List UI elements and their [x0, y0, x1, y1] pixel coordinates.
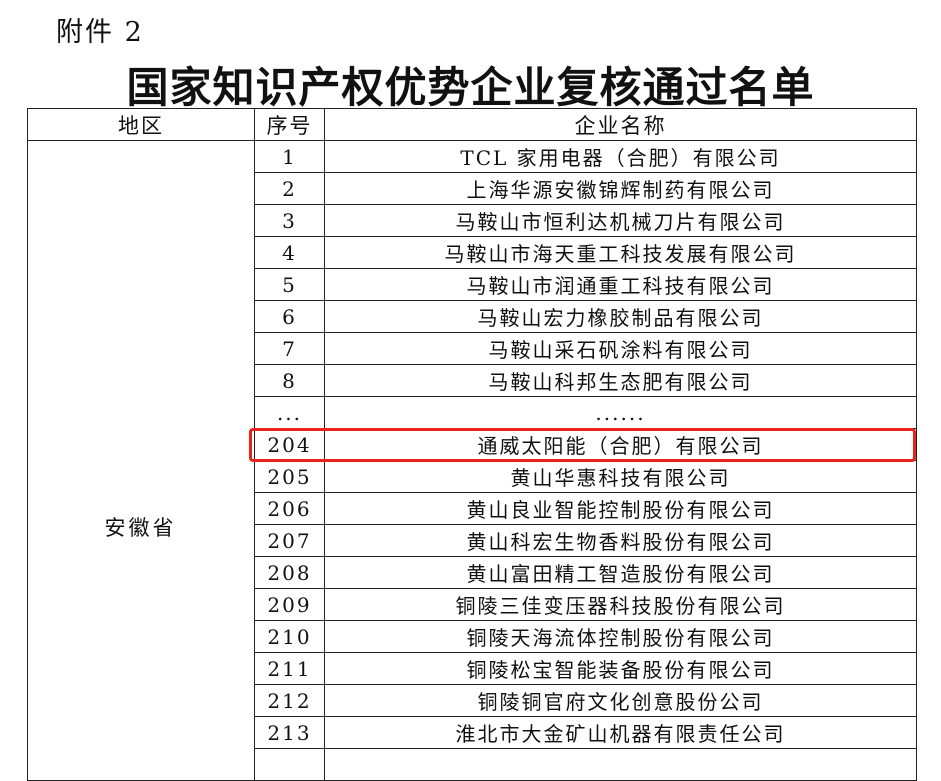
row-number: 2	[254, 172, 325, 205]
company-name: 淮北市大金矿山机器有限责任公司	[324, 716, 917, 749]
header-region: 地区	[27, 108, 255, 141]
row-number: 205	[254, 460, 325, 493]
row-number: 5	[254, 268, 325, 301]
table-row: 7 马鞍山采石矾涂料有限公司	[28, 332, 917, 365]
table-row: 206 黄山良业智能控制股份有限公司	[28, 492, 917, 525]
company-name	[324, 748, 917, 781]
company-name: 黄山华惠科技有限公司	[324, 460, 917, 493]
table-row: 210 铜陵天海流体控制股份有限公司	[28, 620, 917, 653]
row-number: 208	[254, 556, 325, 589]
highlight-box	[249, 428, 916, 462]
row-number: 4	[254, 236, 325, 269]
company-name: 黄山富田精工智造股份有限公司	[324, 556, 917, 589]
row-number: ...	[254, 396, 325, 429]
region-column	[27, 140, 255, 781]
company-name: 马鞍山市海天重工科技发展有限公司	[324, 236, 917, 269]
company-name: 铜陵松宝智能装备股份有限公司	[324, 652, 917, 685]
region-cell: 安徽省	[104, 516, 177, 540]
row-number: 3	[254, 204, 325, 237]
row-number: 207	[254, 524, 325, 557]
row-number: 1	[254, 140, 325, 173]
company-name: 黄山科宏生物香料股份有限公司	[324, 524, 917, 557]
header-company-name: 企业名称	[324, 108, 917, 141]
row-number: 8	[254, 364, 325, 397]
row-number: 7	[254, 332, 325, 365]
document-title: 国家知识产权优势企业复核通过名单	[126, 63, 815, 112]
company-name: ......	[324, 396, 917, 429]
row-number: 206	[254, 492, 325, 525]
table-row: .........	[28, 396, 917, 429]
company-table: 地区 序号 企业名称 1 TCL 家用电器（合肥）有限公司 2 上海华源安徽锦辉制药有…	[27, 108, 917, 781]
row-number: 211	[254, 652, 325, 685]
company-name: 铜陵三佳变压器科技股份有限公司	[324, 588, 917, 621]
table-row: 6 马鞍山宏力橡胶制品有限公司	[28, 300, 917, 333]
row-number: 213	[254, 716, 325, 749]
table-row: 2 上海华源安徽锦辉制药有限公司	[28, 172, 917, 205]
header-number: 序号	[254, 108, 325, 141]
company-name: 铜陵天海流体控制股份有限公司	[324, 620, 917, 653]
table-row: 5 马鞍山市润通重工科技有限公司	[28, 268, 917, 301]
table-row: 4 马鞍山市海天重工科技发展有限公司	[28, 236, 917, 269]
row-number: 6	[254, 300, 325, 333]
table-row: 207 黄山科宏生物香料股份有限公司	[28, 524, 917, 557]
row-number: 212	[254, 684, 325, 717]
company-name: 马鞍山采石矾涂料有限公司	[324, 332, 917, 365]
company-name: TCL 家用电器（合肥）有限公司	[324, 140, 917, 173]
table-row: 8 马鞍山科邦生态肥有限公司	[28, 364, 917, 397]
company-name: 马鞍山市恒利达机械刀片有限公司	[324, 204, 917, 237]
attachment-label: 附件 2	[56, 17, 144, 48]
row-number: 210	[254, 620, 325, 653]
company-name: 马鞍山科邦生态肥有限公司	[324, 364, 917, 397]
table-row: 212 铜陵铜官府文化创意股份公司	[28, 684, 917, 717]
row-number: 209	[254, 588, 325, 621]
table-row: 211 铜陵松宝智能装备股份有限公司	[28, 652, 917, 685]
company-name: 铜陵铜官府文化创意股份公司	[324, 684, 917, 717]
table-row: 1 TCL 家用电器（合肥）有限公司	[27, 140, 917, 781]
row-number	[254, 748, 325, 781]
company-name: 马鞍山宏力橡胶制品有限公司	[324, 300, 917, 333]
company-name: 马鞍山市润通重工科技有限公司	[324, 268, 917, 301]
company-name: 上海华源安徽锦辉制药有限公司	[324, 172, 917, 205]
company-name: 黄山良业智能控制股份有限公司	[324, 492, 917, 525]
table-row: 213 淮北市大金矿山机器有限责任公司	[28, 716, 917, 749]
table-header-row: 地区 序号 企业名称	[27, 108, 917, 141]
